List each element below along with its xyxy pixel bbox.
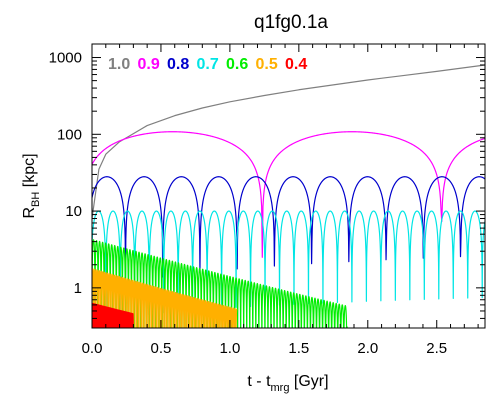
series-line-0-5 [92,268,238,328]
x-tick-label: 2.5 [426,340,447,357]
legend-entry: 0.8 [167,56,189,73]
y-axis-title-main: R [21,207,38,219]
chart-title: q1fg0.1a [254,12,328,33]
y-axis-title-subscript: BH [30,192,42,207]
x-tick-label: 1.0 [219,340,240,357]
legend-entry: 1.0 [108,56,130,73]
x-tick-label: 0.5 [151,340,172,357]
x-axis-title-unit: [Gyr] [289,373,328,390]
y-tick-label: 10 [65,203,82,220]
x-axis-title-main: t - t [247,373,271,390]
legend-entry: 0.4 [285,56,307,73]
series-line-0-4 [92,302,134,328]
legend-entry: 0.6 [226,56,248,73]
series-line-1-0 [92,64,485,219]
y-tick-label: 1000 [49,50,82,67]
y-axis-title: RBH [kpc] [21,153,42,218]
x-tick-label: 1.5 [288,340,309,357]
x-axis-title: t - tmrg [Gyr] [247,373,328,394]
legend-entry: 0.5 [256,56,278,73]
y-tick-label: 1 [74,280,82,297]
series-line-0-9 [92,131,485,258]
legend-entry: 0.9 [138,56,160,73]
series-line-0-8 [92,176,485,285]
series-line-0-7 [92,210,485,322]
x-tick-label: 0.0 [82,340,103,357]
series-layer [92,64,485,328]
tick-layer: 0.0 0.5 1.0 1.5 2.0 2.5 1 10 100 1000 [49,44,485,357]
legend-entry: 0.7 [197,56,219,73]
y-axis-title-unit: [kpc] [21,153,38,191]
plot-frame [91,43,486,329]
x-axis-title-subscript: mrg [271,382,290,394]
y-tick-label: 100 [57,126,82,143]
x-tick-label: 2.0 [357,340,378,357]
legend: 1.0 0.9 0.8 0.7 0.6 0.5 0.4 [108,56,307,73]
